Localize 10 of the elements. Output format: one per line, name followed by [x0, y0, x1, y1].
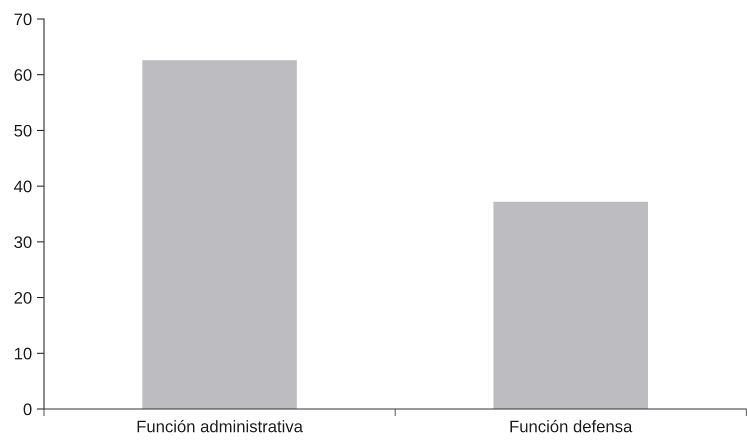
y-tick-label: 40 — [14, 180, 32, 192]
y-tick-label: 70 — [14, 13, 32, 26]
y-tick-label: 20 — [14, 292, 32, 304]
x-tick-label: Función administrativa — [138, 420, 303, 432]
y-tick-label: 50 — [14, 124, 32, 137]
y-tick-label: 0 — [24, 403, 32, 416]
y-tick-label: 10 — [14, 348, 32, 360]
y-tick-label: 30 — [14, 236, 32, 248]
y-tick-label: 60 — [14, 69, 32, 81]
x-tick-label: Función defensa — [510, 420, 632, 432]
